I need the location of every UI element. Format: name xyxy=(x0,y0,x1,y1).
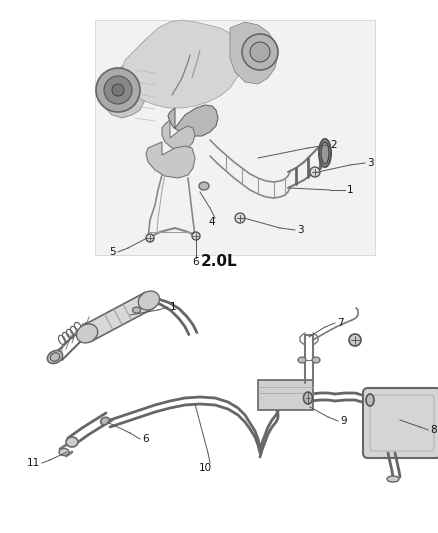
Text: 11: 11 xyxy=(27,458,40,468)
Circle shape xyxy=(250,42,270,62)
Text: 10: 10 xyxy=(198,463,212,473)
Circle shape xyxy=(104,76,132,104)
Text: 1: 1 xyxy=(347,185,353,195)
Ellipse shape xyxy=(133,307,141,313)
Text: 2: 2 xyxy=(330,140,337,150)
Text: 6: 6 xyxy=(193,257,199,267)
Text: 3: 3 xyxy=(297,225,304,235)
Ellipse shape xyxy=(319,139,331,167)
Circle shape xyxy=(192,232,200,240)
Ellipse shape xyxy=(138,291,159,310)
Ellipse shape xyxy=(66,437,78,447)
Ellipse shape xyxy=(387,476,399,482)
Circle shape xyxy=(112,84,124,96)
Polygon shape xyxy=(162,120,195,150)
Text: 4: 4 xyxy=(208,217,215,227)
Polygon shape xyxy=(146,142,195,178)
Polygon shape xyxy=(122,20,242,108)
Circle shape xyxy=(146,234,154,242)
Ellipse shape xyxy=(321,142,329,164)
Ellipse shape xyxy=(59,448,69,456)
Ellipse shape xyxy=(47,351,63,364)
Circle shape xyxy=(310,167,320,177)
Text: 6: 6 xyxy=(142,434,148,444)
Text: 2.0L: 2.0L xyxy=(201,254,237,270)
Circle shape xyxy=(349,334,361,346)
Bar xyxy=(95,20,375,255)
Ellipse shape xyxy=(304,392,312,404)
Text: 7: 7 xyxy=(337,318,344,328)
FancyBboxPatch shape xyxy=(363,388,438,458)
Text: 8: 8 xyxy=(430,425,437,435)
Circle shape xyxy=(96,68,140,112)
Polygon shape xyxy=(230,22,278,84)
Ellipse shape xyxy=(199,182,209,190)
Ellipse shape xyxy=(50,353,60,361)
Circle shape xyxy=(235,213,245,223)
Polygon shape xyxy=(83,293,153,341)
Circle shape xyxy=(242,34,278,70)
Bar xyxy=(258,380,313,410)
Polygon shape xyxy=(105,40,150,118)
Ellipse shape xyxy=(101,417,110,425)
Ellipse shape xyxy=(298,357,306,363)
Polygon shape xyxy=(168,105,218,136)
Ellipse shape xyxy=(312,357,320,363)
Text: 3: 3 xyxy=(367,158,374,168)
Text: 5: 5 xyxy=(110,247,116,257)
Text: 9: 9 xyxy=(340,416,346,426)
Ellipse shape xyxy=(366,394,374,406)
Text: 1: 1 xyxy=(170,302,177,312)
Ellipse shape xyxy=(77,324,98,343)
